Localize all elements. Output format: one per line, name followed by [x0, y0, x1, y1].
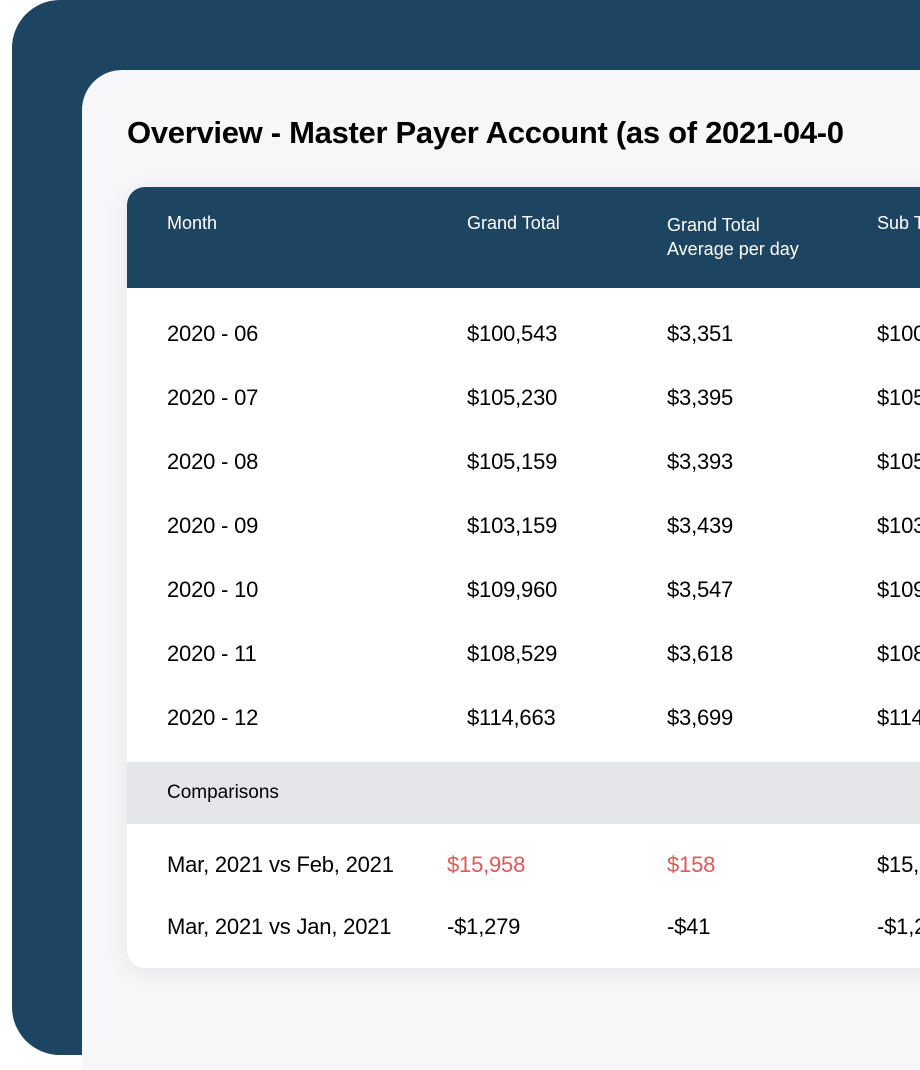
cell-sub: $109,9	[877, 577, 920, 603]
cell-month: 2020 - 12	[167, 705, 467, 731]
cell-grand-total: $105,230	[467, 385, 667, 411]
cell-comparison-label: Mar, 2021 vs Jan, 2021	[167, 914, 447, 940]
cell-month: 2020 - 06	[167, 321, 467, 347]
cell-avg: $3,439	[667, 513, 877, 539]
cell-comparison-grand-total: -$1,279	[447, 914, 667, 940]
cell-grand-total: $114,663	[467, 705, 667, 731]
cell-sub: $103,1	[877, 513, 920, 539]
cell-grand-total: $103,159	[467, 513, 667, 539]
cell-grand-total: $100,543	[467, 321, 667, 347]
cell-avg: $3,699	[667, 705, 877, 731]
cell-month: 2020 - 10	[167, 577, 467, 603]
cell-comparison-grand-total: $15,958	[447, 852, 667, 878]
cell-avg: $3,547	[667, 577, 877, 603]
cell-month: 2020 - 07	[167, 385, 467, 411]
cell-month: 2020 - 08	[167, 449, 467, 475]
table-row: 2020 - 09 $103,159 $3,439 $103,1	[127, 494, 920, 558]
cell-comparison-sub: $15,95	[877, 852, 920, 878]
cell-sub: $100,5	[877, 321, 920, 347]
cell-sub: $114,6	[877, 705, 920, 731]
cell-grand-total: $109,960	[467, 577, 667, 603]
table-header-row: Month Grand Total Grand Total Average pe…	[127, 187, 920, 288]
cell-comparison-sub: -$1,27	[877, 914, 920, 940]
cell-month: 2020 - 11	[167, 641, 467, 667]
col-header-sub-total: Sub Tot	[877, 213, 920, 262]
cell-month: 2020 - 09	[167, 513, 467, 539]
cell-avg: $3,618	[667, 641, 877, 667]
cell-sub: $108,5	[877, 641, 920, 667]
comparison-row: Mar, 2021 vs Jan, 2021 -$1,279 -$41 -$1,…	[127, 896, 920, 958]
table-row: 2020 - 06 $100,543 $3,351 $100,5	[127, 302, 920, 366]
col-header-grand-total: Grand Total	[467, 213, 667, 262]
outer-card: Overview - Master Payer Account (as of 2…	[12, 0, 920, 1055]
table-row: 2020 - 08 $105,159 $3,393 $105,1	[127, 430, 920, 494]
col-header-avg-per-day: Grand Total Average per day	[667, 213, 877, 262]
cell-grand-total: $108,529	[467, 641, 667, 667]
comparison-row: Mar, 2021 vs Feb, 2021 $15,958 $158 $15,…	[127, 834, 920, 896]
cell-comparison-label: Mar, 2021 vs Feb, 2021	[167, 852, 447, 878]
table-row: 2020 - 07 $105,230 $3,395 $105,2	[127, 366, 920, 430]
inner-card: Overview - Master Payer Account (as of 2…	[82, 70, 920, 1070]
page-title: Overview - Master Payer Account (as of 2…	[127, 115, 920, 151]
comparisons-section-header: Comparisons	[127, 762, 920, 824]
cell-grand-total: $105,159	[467, 449, 667, 475]
table-row: 2020 - 11 $108,529 $3,618 $108,5	[127, 622, 920, 686]
col-header-month: Month	[167, 213, 467, 262]
cell-comparison-avg: -$41	[667, 914, 877, 940]
cell-avg: $3,393	[667, 449, 877, 475]
cell-sub: $105,2	[877, 385, 920, 411]
comparisons-body: Mar, 2021 vs Feb, 2021 $15,958 $158 $15,…	[127, 824, 920, 968]
cell-avg: $3,351	[667, 321, 877, 347]
table-row: 2020 - 10 $109,960 $3,547 $109,9	[127, 558, 920, 622]
overview-table: Month Grand Total Grand Total Average pe…	[127, 187, 920, 968]
cell-sub: $105,1	[877, 449, 920, 475]
table-body: 2020 - 06 $100,543 $3,351 $100,5 2020 - …	[127, 288, 920, 750]
cell-avg: $3,395	[667, 385, 877, 411]
table-row: 2020 - 12 $114,663 $3,699 $114,6	[127, 686, 920, 750]
cell-comparison-avg: $158	[667, 852, 877, 878]
